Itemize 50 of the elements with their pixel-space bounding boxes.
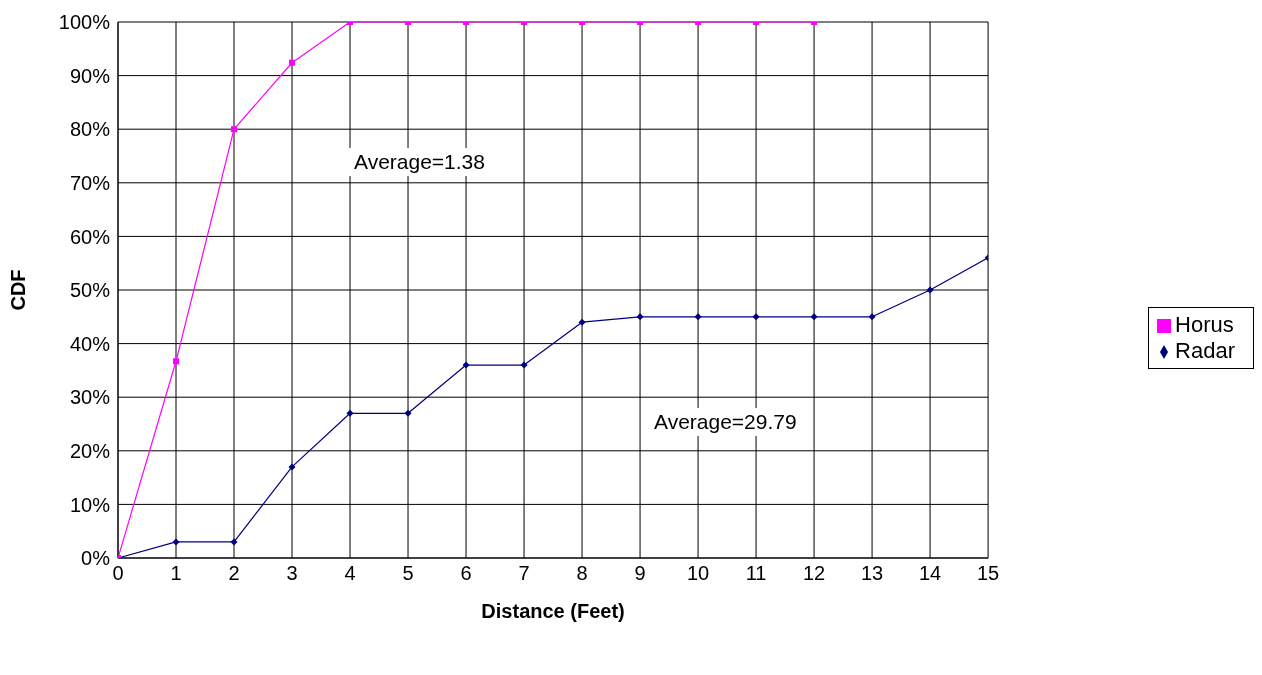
point [926, 286, 934, 294]
x-tick-label: 3 [286, 562, 298, 585]
y-tick-label: 20% [69, 439, 111, 462]
point [868, 313, 876, 321]
y-tick-label: 90% [69, 64, 111, 87]
x-tick-label: 11 [745, 562, 767, 585]
x-tick-label: 13 [860, 562, 884, 585]
x-tick-label: 7 [518, 562, 530, 585]
y-tick-label: 40% [69, 332, 111, 355]
point [288, 463, 296, 471]
point [173, 358, 180, 365]
x-tick-label: 1 [170, 562, 182, 585]
y-axis-title: CDF [7, 269, 30, 311]
x-tick-label: 12 [802, 562, 826, 585]
y-tick-label: 100% [58, 11, 111, 34]
y-tick-label: 50% [69, 279, 111, 302]
x-tick-label: 9 [634, 562, 646, 585]
x-tick-label: 5 [402, 562, 414, 585]
x-tick-label: 10 [686, 562, 710, 585]
point [462, 361, 470, 369]
y-tick-label: 60% [69, 225, 111, 248]
point [230, 538, 238, 546]
point [289, 59, 296, 66]
point [694, 313, 702, 321]
y-tick-label: 80% [69, 118, 111, 141]
y-tick-label: 30% [69, 386, 111, 409]
x-tick-label: 14 [918, 562, 942, 585]
legend-label: Horus [1175, 312, 1234, 337]
x-tick-label: 8 [576, 562, 588, 585]
x-tick-label: 0 [112, 562, 124, 585]
y-tick-label: 70% [69, 171, 111, 194]
point [578, 318, 586, 326]
point [752, 313, 760, 321]
point [520, 361, 528, 369]
y-tick-label: 0% [81, 547, 111, 570]
x-tick-label: 15 [976, 562, 1000, 585]
x-tick-label: 2 [228, 562, 240, 585]
annotation: Average=1.38 [348, 148, 491, 176]
point [636, 313, 644, 321]
y-tick-label: 10% [69, 493, 111, 516]
legend-label: Radar [1175, 338, 1235, 363]
x-axis-title: Distance (Feet) [481, 600, 625, 622]
point [810, 313, 818, 321]
x-tick-label: 6 [460, 562, 472, 585]
point [404, 409, 412, 417]
point [231, 126, 238, 133]
x-tick-label: 4 [344, 562, 356, 585]
annotation: Average=29.79 [648, 408, 803, 436]
point [172, 538, 180, 546]
point [346, 409, 354, 417]
